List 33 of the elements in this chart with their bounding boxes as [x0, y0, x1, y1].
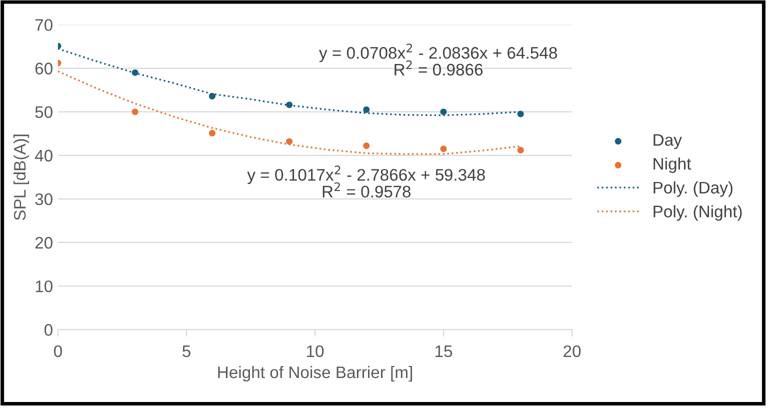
point: [208, 130, 216, 136]
y-axis-title: SPL [dB(A)]: [13, 134, 30, 220]
y-tick-label: 50: [35, 106, 52, 118]
legend-label: Day: [654, 134, 682, 150]
x-tick-label: 0: [54, 345, 62, 358]
y-tick-label: 60: [35, 62, 52, 74]
x-tick-label: 10: [307, 345, 324, 358]
annotation: y = 0.0708x$^{2}$ - 2.0836x + 64.548 R$^{2}$ = 0.9866: [318, 44, 557, 76]
y-tick-label: 70: [35, 19, 52, 31]
point: [286, 102, 293, 108]
y-tick-label: 40: [34, 150, 52, 162]
point: [208, 92, 216, 100]
y-tick-label: 20: [35, 236, 52, 249]
y-tick-label: 30: [35, 193, 52, 206]
point: [132, 69, 138, 76]
point: [286, 138, 293, 145]
y-tick-label: 10: [36, 280, 52, 292]
point: [440, 146, 447, 152]
x-tick-label: 5: [182, 345, 190, 358]
legend-label: Poly. (Day): [654, 181, 732, 197]
x-tick-label: 15: [436, 345, 452, 358]
point: [363, 142, 370, 150]
point: [132, 108, 138, 116]
annotation: y = 0.1017x$^{2}$ - 2.7866x + 59.348 R$^{2}$ = 0.9578: [247, 166, 485, 198]
x-tick-label: 20: [564, 345, 581, 358]
legend-label: Poly. (Night): [654, 205, 742, 221]
x-axis-title: Height of Noise Barrier [m]: [218, 366, 412, 382]
point: [440, 108, 447, 116]
point: [517, 110, 524, 118]
point: [517, 146, 524, 154]
legend-label: Night: [654, 157, 692, 173]
point: [363, 106, 370, 113]
y-tick-label: 0: [44, 324, 52, 336]
